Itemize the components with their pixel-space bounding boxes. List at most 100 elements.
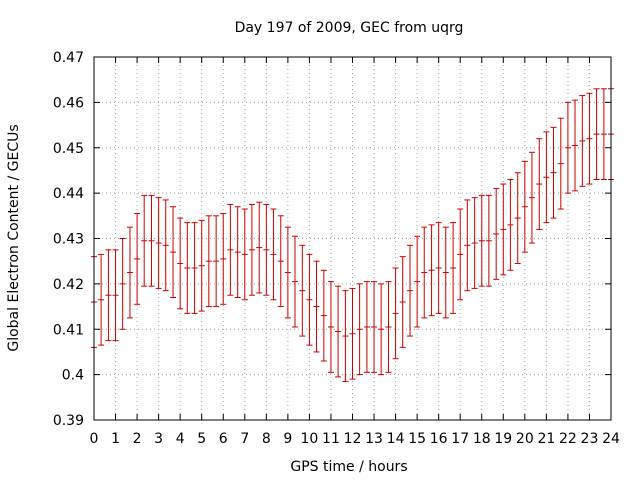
error-bar <box>421 226 428 319</box>
x-tick-label: 9 <box>283 431 292 447</box>
error-bar <box>256 201 263 294</box>
x-tick-label: 22 <box>559 431 577 447</box>
error-bar <box>306 253 313 346</box>
error-bar <box>162 199 169 292</box>
x-tick-label: 13 <box>365 431 383 447</box>
error-bar <box>170 206 177 298</box>
error-bar <box>521 160 528 253</box>
chart-title: Day 197 of 2009, GEC from uqrg <box>235 20 464 36</box>
error-bar <box>414 235 421 328</box>
error-bar <box>191 222 198 314</box>
error-bar <box>399 256 406 348</box>
x-tick-label: 3 <box>154 431 163 447</box>
error-bar <box>313 260 320 353</box>
y-tick-label: 0.45 <box>53 141 84 157</box>
x-tick-label: 14 <box>387 431 405 447</box>
y-tick-label: 0.39 <box>53 413 84 429</box>
error-bar <box>457 208 464 301</box>
error-bar <box>514 172 521 264</box>
error-bar <box>134 213 141 305</box>
x-tick-label: 7 <box>240 431 249 447</box>
error-bar <box>227 203 234 296</box>
error-bar <box>392 267 399 360</box>
x-tick-label: 20 <box>516 431 534 447</box>
error-bar <box>184 222 191 314</box>
error-bar <box>493 188 500 280</box>
error-bar <box>198 219 205 312</box>
x-tick-label: 8 <box>262 431 271 447</box>
x-tick-label: 5 <box>197 431 206 447</box>
error-bar <box>450 222 457 314</box>
error-bar <box>550 126 557 219</box>
error-bar <box>126 226 133 319</box>
y-tick-label: 0.46 <box>53 95 84 111</box>
y-tick-label: 0.41 <box>53 322 84 338</box>
x-tick-label: 17 <box>451 431 469 447</box>
error-bar <box>435 222 442 314</box>
y-axis-label: Global Electron Content / GECUs <box>6 124 22 351</box>
error-bar <box>428 224 435 317</box>
error-bar <box>485 194 492 287</box>
x-tick-label: 2 <box>133 431 142 447</box>
error-bar <box>579 95 586 187</box>
x-tick-label: 24 <box>602 431 620 447</box>
x-tick-label: 12 <box>344 431 362 447</box>
error-bars <box>91 88 614 382</box>
error-bar <box>407 244 414 337</box>
y-axis-ticks: 0.39 0.4 0.41 0.42 0.43 0.44 0.45 0.46 0.47 <box>53 50 611 429</box>
error-bar <box>248 203 255 296</box>
y-tick-label: 0.44 <box>53 186 84 202</box>
error-bar <box>363 281 370 373</box>
error-bar <box>572 99 579 192</box>
error-bar <box>442 226 449 319</box>
error-bar <box>349 287 356 380</box>
error-bar <box>213 215 220 308</box>
error-bar <box>299 244 306 337</box>
error-bar <box>586 92 593 185</box>
y-tick-label: 0.42 <box>53 277 84 293</box>
error-bar <box>234 206 241 298</box>
x-tick-label: 18 <box>473 431 491 447</box>
error-bar <box>543 131 550 224</box>
error-bar <box>277 215 284 308</box>
error-bar <box>536 138 543 230</box>
x-tick-label: 4 <box>176 431 185 447</box>
error-bar <box>270 208 277 301</box>
x-axis-label: GPS time / hours <box>290 459 407 475</box>
error-bar <box>220 213 227 305</box>
error-bar <box>385 281 392 373</box>
error-bar <box>141 194 148 287</box>
error-bar <box>177 217 184 310</box>
error-bar <box>342 290 349 382</box>
error-bar <box>112 249 119 342</box>
error-bar <box>464 199 471 292</box>
error-bar <box>507 179 514 271</box>
error-bar <box>105 249 112 342</box>
y-tick-label: 0.47 <box>53 50 84 66</box>
error-bar <box>327 281 334 373</box>
x-tick-label: 11 <box>322 431 340 447</box>
x-tick-label: 1 <box>111 431 120 447</box>
x-tick-label: 16 <box>430 431 448 447</box>
error-bar <box>600 88 607 181</box>
x-tick-label: 23 <box>581 431 599 447</box>
error-bar <box>557 117 564 210</box>
error-bar <box>378 283 385 376</box>
error-bar <box>148 194 155 287</box>
error-bar <box>356 283 363 376</box>
grid-lines <box>94 57 611 420</box>
x-tick-label: 19 <box>494 431 512 447</box>
error-bar <box>500 183 507 276</box>
x-tick-label: 10 <box>301 431 319 447</box>
x-tick-label: 15 <box>408 431 426 447</box>
error-bar <box>241 208 248 301</box>
error-bar <box>335 285 342 378</box>
error-bar <box>471 197 478 289</box>
x-tick-label: 6 <box>219 431 228 447</box>
error-bar <box>155 197 162 289</box>
error-bar <box>284 226 291 319</box>
error-bar <box>205 215 212 308</box>
error-bar <box>320 269 327 362</box>
error-bar <box>564 101 571 194</box>
error-bar <box>119 238 126 330</box>
